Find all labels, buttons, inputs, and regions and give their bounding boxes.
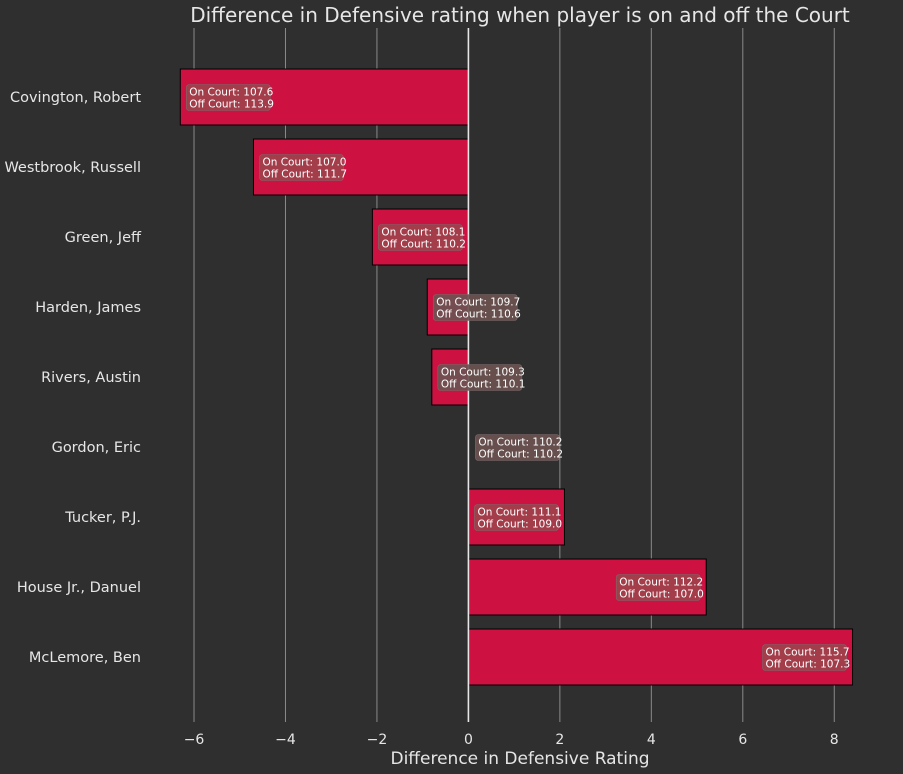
annotation-on-court: On Court: 107.0 <box>262 157 346 169</box>
annotation-off-court: Off Court: 110.1 <box>441 379 526 391</box>
annotation-on-court: On Court: 109.3 <box>441 367 525 379</box>
annotation-on-court: On Court: 108.1 <box>381 227 465 239</box>
x-axis-tick-labels: −6 −4 −2 0 2 4 6 8 <box>184 732 839 748</box>
annotation-on-court: On Court: 111.1 <box>477 507 561 519</box>
x-tick-label: 0 <box>464 732 473 748</box>
x-tick-label: 8 <box>830 732 839 748</box>
bar <box>179 68 469 126</box>
annotation-off-court: Off Court: 109.0 <box>477 519 562 531</box>
y-tick-label: Harden, James <box>35 300 141 316</box>
y-tick-label: Tucker, P.J. <box>64 510 141 526</box>
bars <box>179 68 854 686</box>
annotation-off-court: Off Court: 113.9 <box>189 99 274 111</box>
annotation-off-court: Off Court: 110.2 <box>478 449 563 461</box>
y-tick-label: Westbrook, Russell <box>4 160 141 176</box>
x-tick-label: 4 <box>647 732 656 748</box>
x-tick-label: 2 <box>555 732 564 748</box>
y-axis-tick-labels: Covington, Robert Westbrook, Russell Green… <box>4 90 142 666</box>
x-tick-label: −4 <box>275 732 296 748</box>
annotation-background <box>378 224 463 251</box>
annotation-on-court: On Court: 110.2 <box>478 437 562 449</box>
annotation-on-court: On Court: 109.7 <box>436 297 520 309</box>
annotation-off-court: Off Court: 111.7 <box>262 169 347 181</box>
annotation-on-court: On Court: 107.6 <box>189 87 273 99</box>
y-tick-label: Covington, Robert <box>10 90 141 106</box>
annotation-background <box>432 294 518 321</box>
y-tick-label: Gordon, Eric <box>52 440 141 456</box>
annotation-background <box>615 574 701 601</box>
y-tick-label: House Jr., Danuel <box>17 580 141 596</box>
annotation-background <box>474 504 559 531</box>
x-axis-label: Difference in Defensive Rating <box>390 749 649 769</box>
annotation-on-court: On Court: 115.7 <box>766 647 850 659</box>
x-tick-label: 6 <box>738 732 747 748</box>
annotation-background <box>437 364 523 391</box>
annotation-background <box>259 154 344 181</box>
annotation-off-court: Off Court: 110.2 <box>381 239 466 251</box>
x-tick-label: −6 <box>184 732 205 748</box>
annotation-off-court: Off Court: 107.3 <box>766 659 851 671</box>
annotation-off-court: Off Court: 107.0 <box>619 589 704 601</box>
annotation-off-court: Off Court: 110.6 <box>436 309 521 321</box>
chart-title: Difference in Defensive rating when play… <box>190 3 850 27</box>
annotation-background <box>762 644 847 671</box>
annotation-background <box>475 434 560 461</box>
x-tick-label: −2 <box>367 732 388 748</box>
annotation-background <box>185 84 271 111</box>
annotation-on-court: On Court: 112.2 <box>619 577 703 589</box>
y-tick-label: Rivers, Austin <box>41 370 141 386</box>
y-tick-label: Green, Jeff <box>65 230 142 246</box>
y-tick-label: McLemore, Ben <box>29 650 141 666</box>
